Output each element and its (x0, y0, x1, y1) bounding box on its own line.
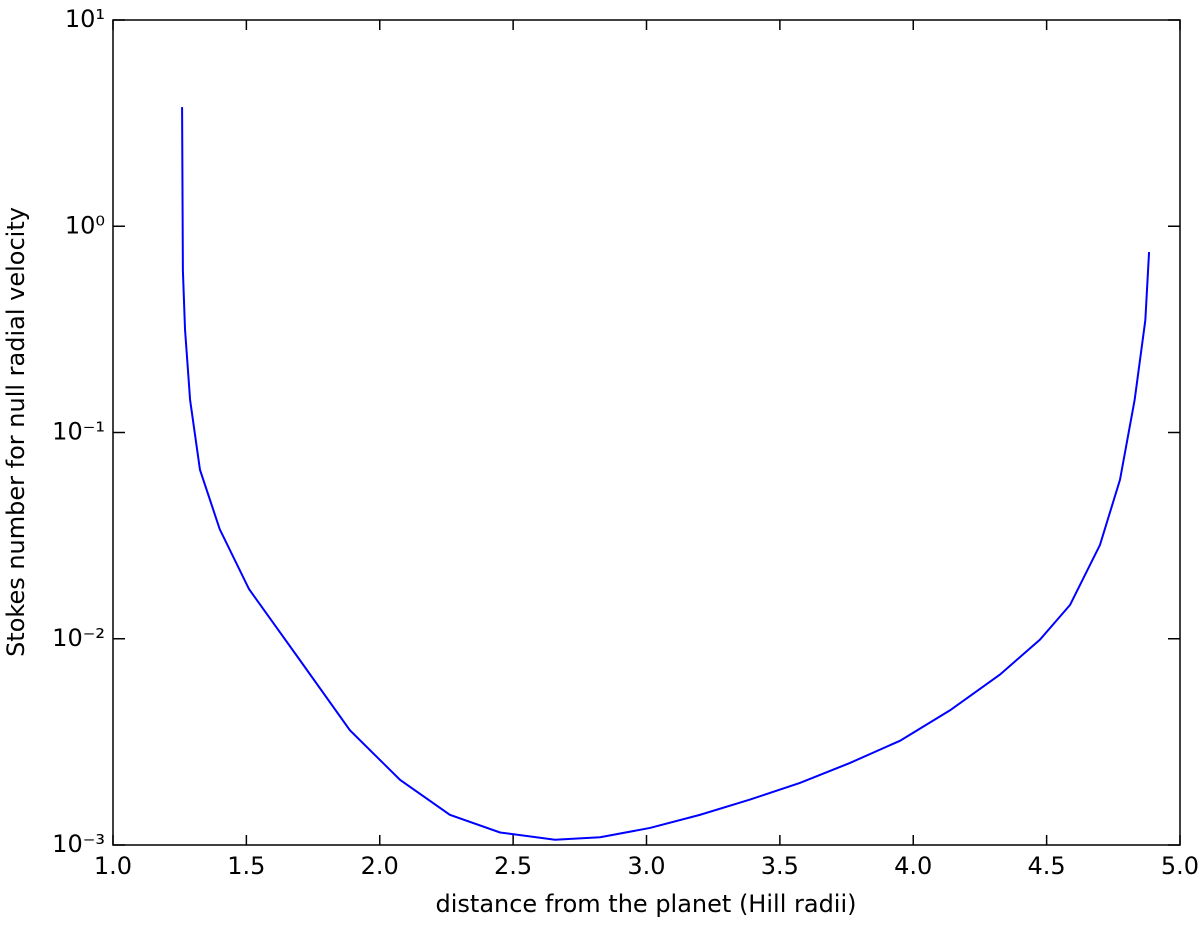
plot-frame (112, 19, 1181, 846)
x-tick-label: 2.0 (361, 852, 399, 880)
y-tick-label: 10⁰ (65, 211, 105, 239)
y-axis-label: Stokes number for null radial velocity (2, 207, 30, 657)
data-line (181, 107, 1151, 841)
x-tick-label: 5.0 (1161, 852, 1199, 880)
x-tick-label: 3.0 (627, 852, 665, 880)
y-tick-label: 10¹ (65, 5, 105, 33)
x-tick-label: 2.5 (494, 852, 532, 880)
x-tick-label: 4.5 (1028, 852, 1066, 880)
y-tick-label: 10⁻¹ (52, 418, 105, 446)
x-tick-label: 1.0 (94, 852, 132, 880)
y-tick-label: 10⁻³ (52, 830, 105, 858)
x-tick-label: 4.0 (894, 852, 932, 880)
x-axis-label: distance from the planet (Hill radii) (436, 890, 857, 918)
y-tick-label: 10⁻² (52, 624, 105, 652)
x-tick-label: 3.5 (761, 852, 799, 880)
x-tick-label: 1.5 (227, 852, 265, 880)
